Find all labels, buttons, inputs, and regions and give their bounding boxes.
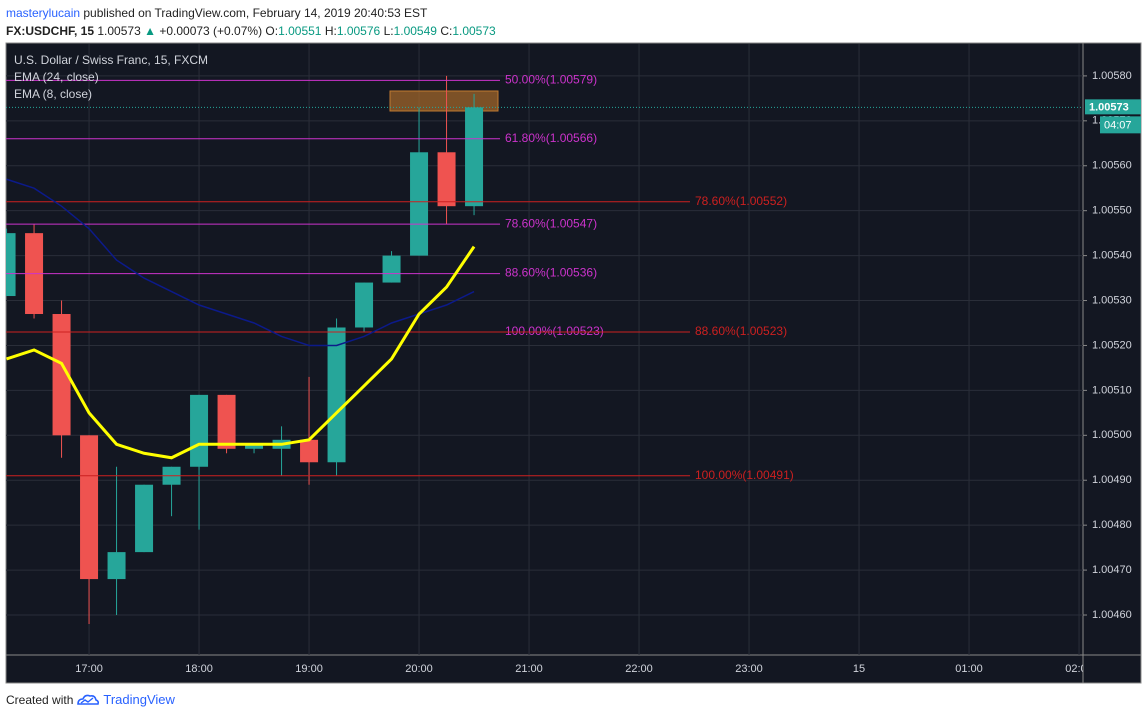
author[interactable]: masterylucain: [6, 6, 81, 20]
y-tick-label: 1.00530: [1092, 294, 1132, 306]
ema-line: [6, 178, 475, 347]
candle-body: [327, 327, 346, 463]
legend-entry: EMA (8, close): [14, 87, 92, 101]
x-tick-label: 17:00: [75, 663, 103, 675]
price-label: 1.00573: [1089, 101, 1129, 113]
ohlc: O:1.00551 H:1.00576 L:1.00549 C:1.00573: [265, 24, 495, 38]
fib-label: 78.60%(1.00552): [695, 194, 787, 208]
fib-label: 78.60%(1.00547): [505, 216, 597, 230]
legend-entry: EMA (24, close): [14, 70, 99, 84]
x-tick-label: 15: [853, 663, 865, 675]
fib-label: 88.60%(1.00536): [505, 266, 597, 280]
x-tick-label: 20:00: [405, 663, 433, 675]
y-tick-label: 1.00470: [1092, 564, 1132, 576]
y-tick-label: 1.00520: [1092, 339, 1132, 351]
header: masterylucain published on TradingView.c…: [6, 4, 496, 40]
fib-label: 61.80%(1.00566): [505, 131, 597, 145]
symbol: FX:USDCHF, 15: [6, 24, 95, 38]
y-tick-label: 1.00580: [1092, 70, 1132, 82]
x-tick-label: 18:00: [185, 663, 213, 675]
x-tick-label: 02:00: [1065, 663, 1093, 675]
fib-label: 100.00%(1.00491): [695, 468, 794, 482]
brand[interactable]: TradingView: [103, 692, 175, 707]
rectangle-drawing: [389, 90, 499, 112]
countdown-box: [1100, 116, 1141, 134]
y-tick-label: 1.00540: [1092, 250, 1132, 262]
change: +0.00073 (+0.07%): [159, 24, 263, 38]
footer: Created with TradingView: [6, 692, 175, 707]
fib-label: 50.00%(1.00579): [505, 73, 597, 87]
y-tick-label: 1.00480: [1092, 519, 1132, 531]
ohlc-label: L:: [383, 24, 394, 38]
candle-body: [80, 435, 99, 580]
candle-body: [437, 152, 456, 207]
candle-body: [135, 484, 154, 553]
candle-body: [190, 394, 209, 467]
candle-body: [355, 282, 374, 328]
candle-body: [217, 394, 236, 449]
price-label-box: [1085, 99, 1141, 115]
fib-label: 88.60%(1.00523): [695, 324, 787, 338]
candle-body: [107, 552, 126, 580]
x-tick-label: 21:00: [515, 663, 543, 675]
arrow: ▲: [144, 24, 156, 38]
y-tick-label: 1.00510: [1092, 384, 1132, 396]
fib-label: 100.00%(1.00523): [505, 324, 604, 338]
x-tick-label: 23:00: [735, 663, 763, 675]
ohlc-label: H:: [324, 24, 337, 38]
ohlc-value: 1.00573: [452, 24, 496, 38]
x-tick-label: 19:00: [295, 663, 323, 675]
ohlc-label: O:: [265, 24, 279, 38]
candle-body: [382, 255, 401, 283]
publish-line: masterylucain published on TradingView.c…: [6, 4, 496, 22]
y-tick-label: 1.00500: [1092, 429, 1132, 441]
x-tick-label: 01:00: [955, 663, 983, 675]
last: 1.00573: [97, 24, 141, 38]
candle-body: [52, 314, 71, 436]
y-tick-label: 1.00550: [1092, 205, 1132, 217]
published: published on TradingView.com, February 1…: [83, 6, 428, 20]
quote-line: FX:USDCHF, 15 1.00573 ▲ +0.00073 (+0.07%…: [6, 22, 496, 40]
ohlc-value: 1.00551: [278, 24, 322, 38]
ohlc-value: 1.00576: [336, 24, 381, 38]
candle-body: [300, 439, 319, 463]
x-tick-label: 22:00: [625, 663, 653, 675]
candle-body: [6, 233, 16, 297]
ohlc-value: 1.00549: [393, 24, 437, 38]
candle-body: [465, 107, 484, 207]
candle-body: [410, 152, 429, 256]
chart-background: [5, 42, 1142, 684]
countdown: 04:07: [1104, 119, 1132, 131]
chart-title: U.S. Dollar / Swiss Franc, 15, FXCM: [14, 53, 208, 67]
logo: [77, 694, 100, 705]
ohlc-label: C:: [440, 24, 453, 38]
y-tick-label: 1.00490: [1092, 474, 1132, 486]
y-tick-label: 1.00460: [1092, 609, 1132, 621]
candle-body: [245, 444, 264, 449]
footer-text: Created with: [6, 692, 74, 707]
y-tick-label: 1.00560: [1092, 160, 1132, 172]
ema-line: [6, 245, 476, 460]
